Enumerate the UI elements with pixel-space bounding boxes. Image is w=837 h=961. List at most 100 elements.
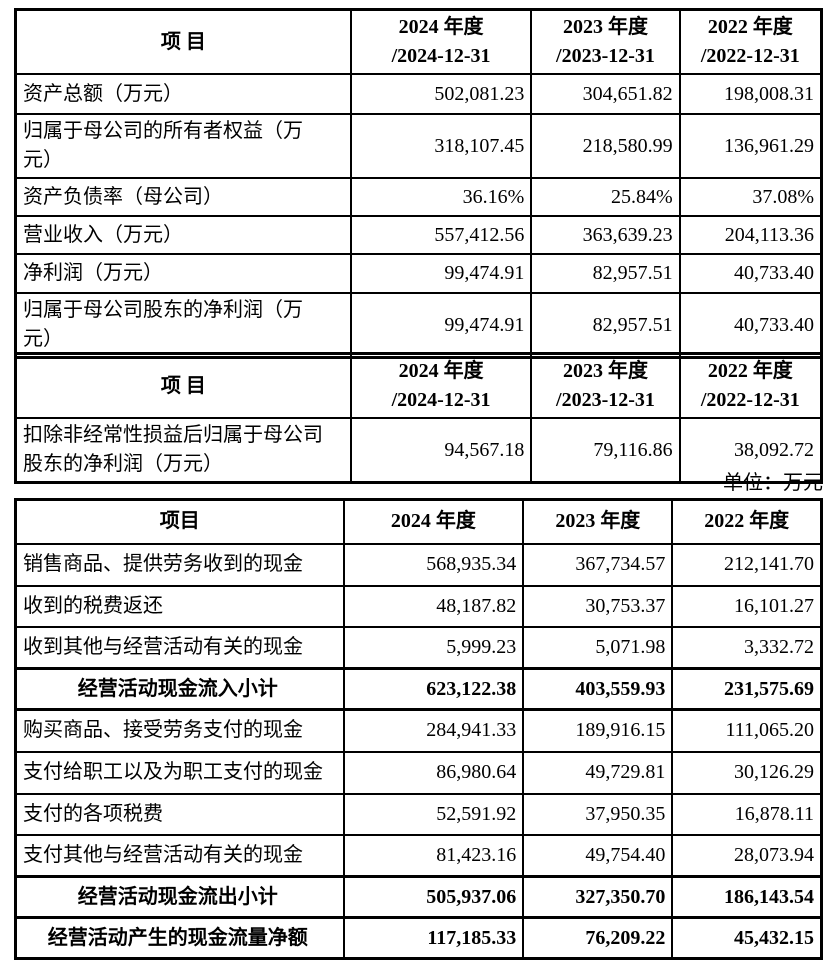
table-row: 扣除非经常性损益后归属于母公司 股东的净利润（万元） 94,567.18 79,… [14,417,823,484]
row-label: 净利润（万元） [14,253,352,294]
value-2024: 502,081.23 [349,73,533,115]
header-item-label: 项 目 [14,352,352,419]
cash-flow-table: 项目 2024 年度 2023 年度 2022 年度 销售商品、提供劳务收到的现… [14,498,823,960]
table-row: 支付的各项税费 52,591.92 37,950.35 16,878.11 [14,792,823,836]
header-2024-period: 2024 年度 /2024-12-31 [349,352,533,419]
value-2024: 94,567.18 [349,417,533,484]
row-label: 经营活动现金流出小计 [14,875,345,919]
value-2024: 81,423.16 [342,833,525,878]
row-label: 收到其他与经营活动有关的现金 [14,625,345,670]
value-2022: 40,733.40 [678,292,823,359]
header-2024-period: 2024 年度 [342,498,525,545]
value-2023: 76,209.22 [522,916,674,960]
value-2024: 52,591.92 [342,792,525,836]
header-2022-period: 2022 年度 /2022-12-31 [678,8,823,75]
table-row: 支付给职工以及为职工支付的现金 86,980.64 49,729.81 30,1… [14,750,823,795]
table-row: 销售商品、提供劳务收到的现金 568,935.34 367,734.57 212… [14,542,823,587]
value-2022: 40,733.40 [678,253,823,294]
table-row: 净利润（万元） 99,474.91 82,957.51 40,733.40 [14,253,823,294]
value-2023: 82,957.51 [530,292,681,359]
header-2023-period: 2023 年度 /2023-12-31 [530,8,681,75]
table-header-row: 项 目 2024 年度 /2024-12-31 2023 年度 /2023-12… [14,8,823,75]
value-2024: 36.16% [349,177,533,217]
value-2023: 403,559.93 [522,667,674,711]
value-2022: 136,961.29 [678,113,823,179]
row-label: 支付的各项税费 [14,792,345,836]
value-2023: 30,753.37 [522,584,674,628]
value-2022: 198,008.31 [678,73,823,115]
value-2023: 367,734.57 [522,542,674,587]
row-label: 销售商品、提供劳务收到的现金 [14,542,345,587]
value-2024: 99,474.91 [349,292,533,359]
header-item-label: 项目 [14,498,345,545]
row-label: 收到的税费返还 [14,584,345,628]
row-label: 资产负债率（母公司） [14,177,352,217]
value-2023: 327,350.70 [522,875,674,919]
unit-note: 单位：万元 [723,472,823,494]
subtotal-row-cash-inflow: 经营活动现金流入小计 623,122.38 403,559.93 231,575… [14,667,823,711]
table-row: 收到的税费返还 48,187.82 30,753.37 16,101.27 [14,584,823,628]
table-row: 购买商品、接受劳务支付的现金 284,941.33 189,916.15 111… [14,708,823,753]
value-2024: 284,941.33 [342,708,525,753]
header-2022-period: 2022 年度 /2022-12-31 [678,352,823,419]
row-label: 经营活动产生的现金流量净额 [14,916,345,960]
value-2022: 45,432.15 [671,916,823,960]
value-2023: 79,116.86 [530,417,681,484]
header-2023-period: 2023 年度 /2023-12-31 [530,352,681,419]
table-row: 资产总额（万元） 502,081.23 304,651.82 198,008.3… [14,73,823,115]
row-label: 营业收入（万元） [14,215,352,255]
value-2023: 304,651.82 [530,73,681,115]
value-2023: 363,639.23 [530,215,681,255]
header-2024-period: 2024 年度 /2024-12-31 [349,8,533,75]
value-2022: 3,332.72 [671,625,823,670]
value-2023: 37,950.35 [522,792,674,836]
value-2024: 557,412.56 [349,215,533,255]
value-2024: 623,122.38 [342,667,525,711]
non-recurring-profit-table: 项 目 2024 年度 /2024-12-31 2023 年度 /2023-12… [14,352,823,484]
value-2024: 5,999.23 [342,625,525,670]
value-2022: 16,101.27 [671,584,823,628]
value-2024: 99,474.91 [349,253,533,294]
table-row: 归属于母公司的所有者权益（万 元） 318,107.45 218,580.99 … [14,113,823,179]
value-2024: 505,937.06 [342,875,525,919]
row-label: 资产总额（万元） [14,73,352,115]
subtotal-row-cash-outflow: 经营活动现金流出小计 505,937.06 327,350.70 186,143… [14,875,823,919]
row-label: 归属于母公司的所有者权益（万 元） [14,113,352,179]
table-header-row: 项目 2024 年度 2023 年度 2022 年度 [14,498,823,545]
value-2023: 49,729.81 [522,750,674,795]
value-2024: 117,185.33 [342,916,525,960]
financial-summary-table: 项 目 2024 年度 /2024-12-31 2023 年度 /2023-12… [14,8,823,359]
table-row: 资产负债率（母公司） 36.16% 25.84% 37.08% [14,177,823,217]
value-2022: 28,073.94 [671,833,823,878]
row-label: 购买商品、接受劳务支付的现金 [14,708,345,753]
table-header-row: 项 目 2024 年度 /2024-12-31 2023 年度 /2023-12… [14,352,823,419]
total-row-net-cash-flow: 经营活动产生的现金流量净额 117,185.33 76,209.22 45,43… [14,916,823,960]
value-2022: 231,575.69 [671,667,823,711]
value-2022: 186,143.54 [671,875,823,919]
value-2022: 37.08% [678,177,823,217]
value-2022: 212,141.70 [671,542,823,587]
value-2023: 82,957.51 [530,253,681,294]
value-2022: 111,065.20 [671,708,823,753]
value-2022: 204,113.36 [678,215,823,255]
header-2022-period: 2022 年度 [671,498,823,545]
value-2022: 38,092.72 [678,417,823,484]
value-2023: 189,916.15 [522,708,674,753]
value-2024: 318,107.45 [349,113,533,179]
row-label: 归属于母公司股东的净利润（万 元） [14,292,352,359]
header-item-label: 项 目 [14,8,352,75]
row-label: 支付给职工以及为职工支付的现金 [14,750,345,795]
value-2022: 16,878.11 [671,792,823,836]
table-row: 归属于母公司股东的净利润（万 元） 99,474.91 82,957.51 40… [14,292,823,359]
table-row: 收到其他与经营活动有关的现金 5,999.23 5,071.98 3,332.7… [14,625,823,670]
value-2022: 30,126.29 [671,750,823,795]
value-2023: 25.84% [530,177,681,217]
table-row: 营业收入（万元） 557,412.56 363,639.23 204,113.3… [14,215,823,255]
value-2023: 49,754.40 [522,833,674,878]
table-row: 支付其他与经营活动有关的现金 81,423.16 49,754.40 28,07… [14,833,823,878]
value-2023: 5,071.98 [522,625,674,670]
value-2023: 218,580.99 [530,113,681,179]
header-2023-period: 2023 年度 [522,498,674,545]
row-label: 支付其他与经营活动有关的现金 [14,833,345,878]
